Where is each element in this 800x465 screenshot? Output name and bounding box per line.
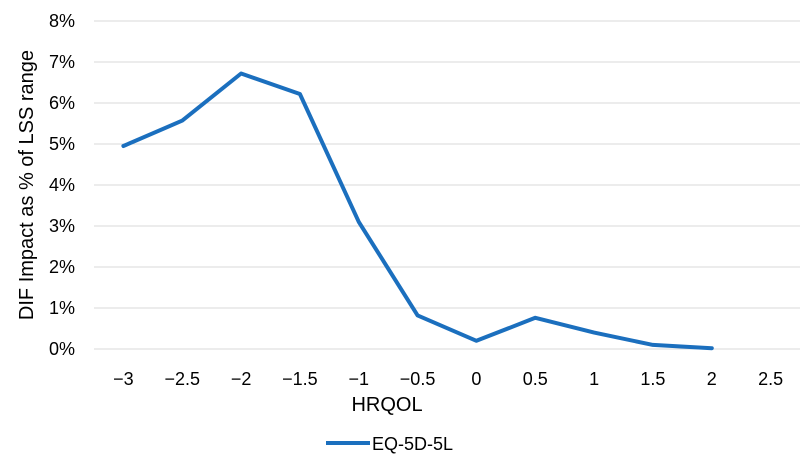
x-axis-tick-labels: −3 −2.5 −2 −1.5 −1 −0.5 0 0.5 1 1.5 2 2.5 — [113, 369, 783, 389]
y-tick-label: 8% — [49, 11, 75, 31]
x-tick-label: 0.5 — [523, 369, 548, 389]
y-axis-tick-labels: 0% 1% 2% 3% 4% 5% 6% 7% 8% — [49, 11, 75, 359]
legend-label-eq-5d-5l: EQ-5D-5L — [372, 434, 453, 454]
series-line-eq-5d-5l — [121, 71, 714, 351]
series-layer — [121, 71, 714, 351]
x-tick-label: 2.5 — [758, 369, 783, 389]
x-tick-label: 0 — [471, 369, 481, 389]
y-tick-label: 7% — [49, 52, 75, 72]
x-tick-label: −1 — [348, 369, 369, 389]
y-axis-title: DIF Impact as % of LSS range — [16, 50, 38, 320]
y-tick-label: 5% — [49, 134, 75, 154]
x-tick-label: −3 — [113, 369, 134, 389]
x-tick-label: 1 — [589, 369, 599, 389]
x-tick-label: 2 — [707, 369, 717, 389]
x-axis-title: HRQOL — [351, 394, 422, 416]
y-tick-label: 3% — [49, 216, 75, 236]
x-tick-label: −2.5 — [164, 369, 200, 389]
legend: EQ-5D-5L — [326, 434, 453, 454]
y-tick-label: 2% — [49, 257, 75, 277]
y-tick-label: 0% — [49, 339, 75, 359]
y-tick-label: 6% — [49, 93, 75, 113]
x-tick-label: −1.5 — [282, 369, 318, 389]
x-tick-label: −0.5 — [400, 369, 436, 389]
x-tick-label: −2 — [231, 369, 252, 389]
y-tick-label: 1% — [49, 298, 75, 318]
y-tick-label: 4% — [49, 175, 75, 195]
x-tick-label: 1.5 — [640, 369, 665, 389]
gridlines — [94, 20, 800, 350]
